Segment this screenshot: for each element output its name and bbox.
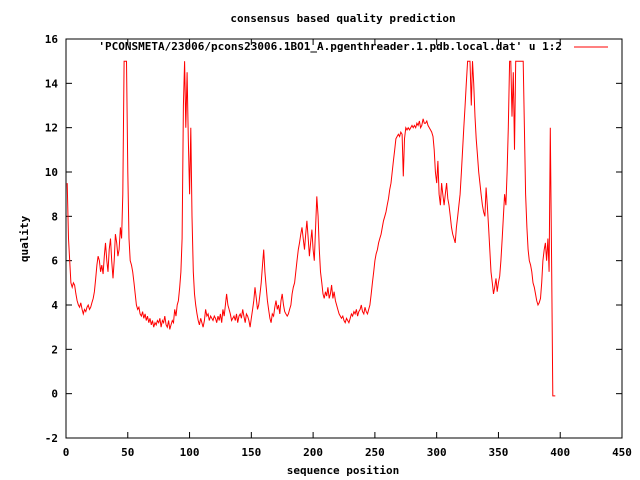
legend: 'PCONSMETA/23006/pcons23006.1BO1_A.pgent… <box>98 40 608 53</box>
x-tick-label: 350 <box>489 446 509 459</box>
chart-title: consensus based quality prediction <box>230 12 455 25</box>
x-tick-label: 50 <box>121 446 134 459</box>
x-tick-label: 150 <box>241 446 261 459</box>
y-tick-label: 0 <box>51 388 58 401</box>
y-tick-label: 6 <box>51 255 58 268</box>
x-tick-label: 0 <box>63 446 70 459</box>
y-tick-label: 12 <box>45 122 58 135</box>
y-tick-label: 14 <box>45 77 59 90</box>
y-axis-label: quality <box>18 215 31 262</box>
x-tick-label: 100 <box>180 446 200 459</box>
x-tick-label: 450 <box>612 446 632 459</box>
legend-label: 'PCONSMETA/23006/pcons23006.1BO1_A.pgent… <box>98 40 562 53</box>
series-line <box>66 60 556 397</box>
series-group <box>66 60 556 397</box>
x-tick-label: 300 <box>427 446 447 459</box>
y-tick-label: 2 <box>51 343 58 356</box>
x-tick-label: 400 <box>550 446 570 459</box>
axis-ticks: 0 50 100 150 200 250 300 350 400 450 -2 0 2 4 6 8 10 12 14… <box>45 33 632 459</box>
y-tick-label: -2 <box>45 432 58 445</box>
y-tick-label: 10 <box>45 166 58 179</box>
y-tick-label: 16 <box>45 33 59 46</box>
x-axis-label: sequence position <box>287 464 400 477</box>
x-tick-label: 200 <box>303 446 323 459</box>
y-tick-label: 4 <box>51 299 58 312</box>
y-tick-label: 8 <box>51 210 58 223</box>
plot-frame <box>65 38 623 439</box>
x-tick-label: 250 <box>365 446 385 459</box>
